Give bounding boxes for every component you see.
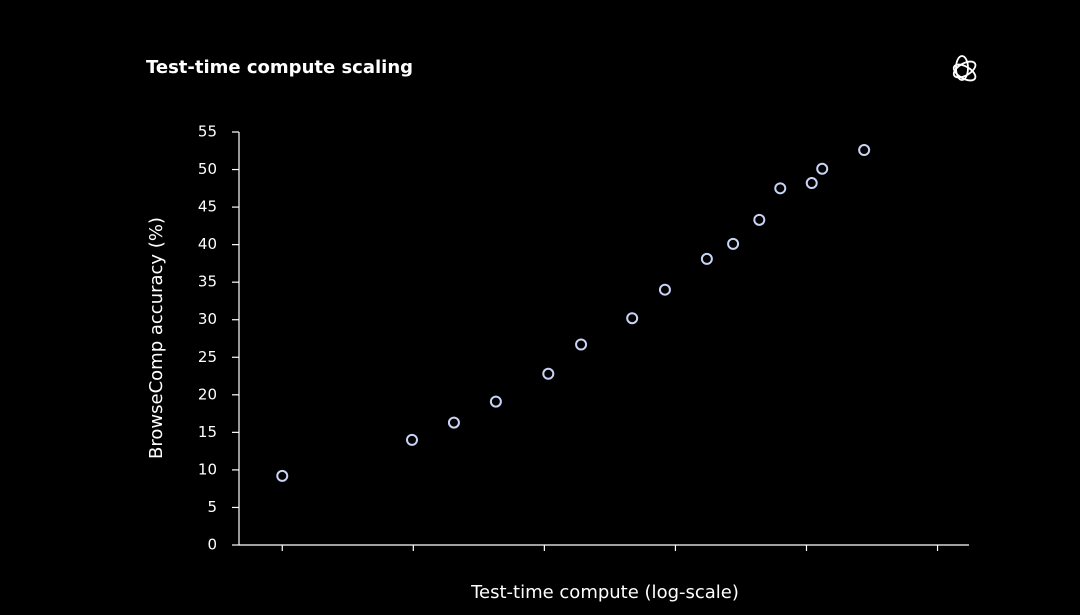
point xyxy=(658,283,671,296)
y-tick-label: 5 xyxy=(207,498,217,516)
point xyxy=(774,182,787,195)
y-tick-label: 30 xyxy=(198,310,217,328)
y-tick-label: 55 xyxy=(198,123,217,141)
point xyxy=(276,469,289,482)
point xyxy=(700,252,713,265)
y-tick-label: 10 xyxy=(198,460,217,478)
point xyxy=(405,433,418,446)
y-tick-label: 45 xyxy=(198,198,217,216)
x-axis-label: Test-time compute (log-scale) xyxy=(470,582,739,603)
point xyxy=(575,338,588,351)
point xyxy=(858,144,871,157)
y-axis-label: BrowseComp accuracy (%) xyxy=(146,217,167,459)
y-tick-label: 50 xyxy=(198,160,217,178)
point xyxy=(753,213,766,226)
y-tick-label: 25 xyxy=(198,348,217,366)
logo xyxy=(952,55,977,82)
chart-title: Test-time compute scaling xyxy=(146,57,413,78)
point xyxy=(816,162,829,175)
y-tick-label: 35 xyxy=(198,273,217,291)
y-tick-label: 20 xyxy=(198,385,217,403)
point xyxy=(626,312,639,325)
y-tick-label: 0 xyxy=(207,536,217,554)
point xyxy=(489,395,502,408)
point xyxy=(447,416,460,429)
point xyxy=(805,177,818,190)
y-tick-label: 40 xyxy=(198,235,217,253)
point xyxy=(727,237,740,250)
y-tick-label: 15 xyxy=(198,423,217,441)
point xyxy=(542,367,555,380)
